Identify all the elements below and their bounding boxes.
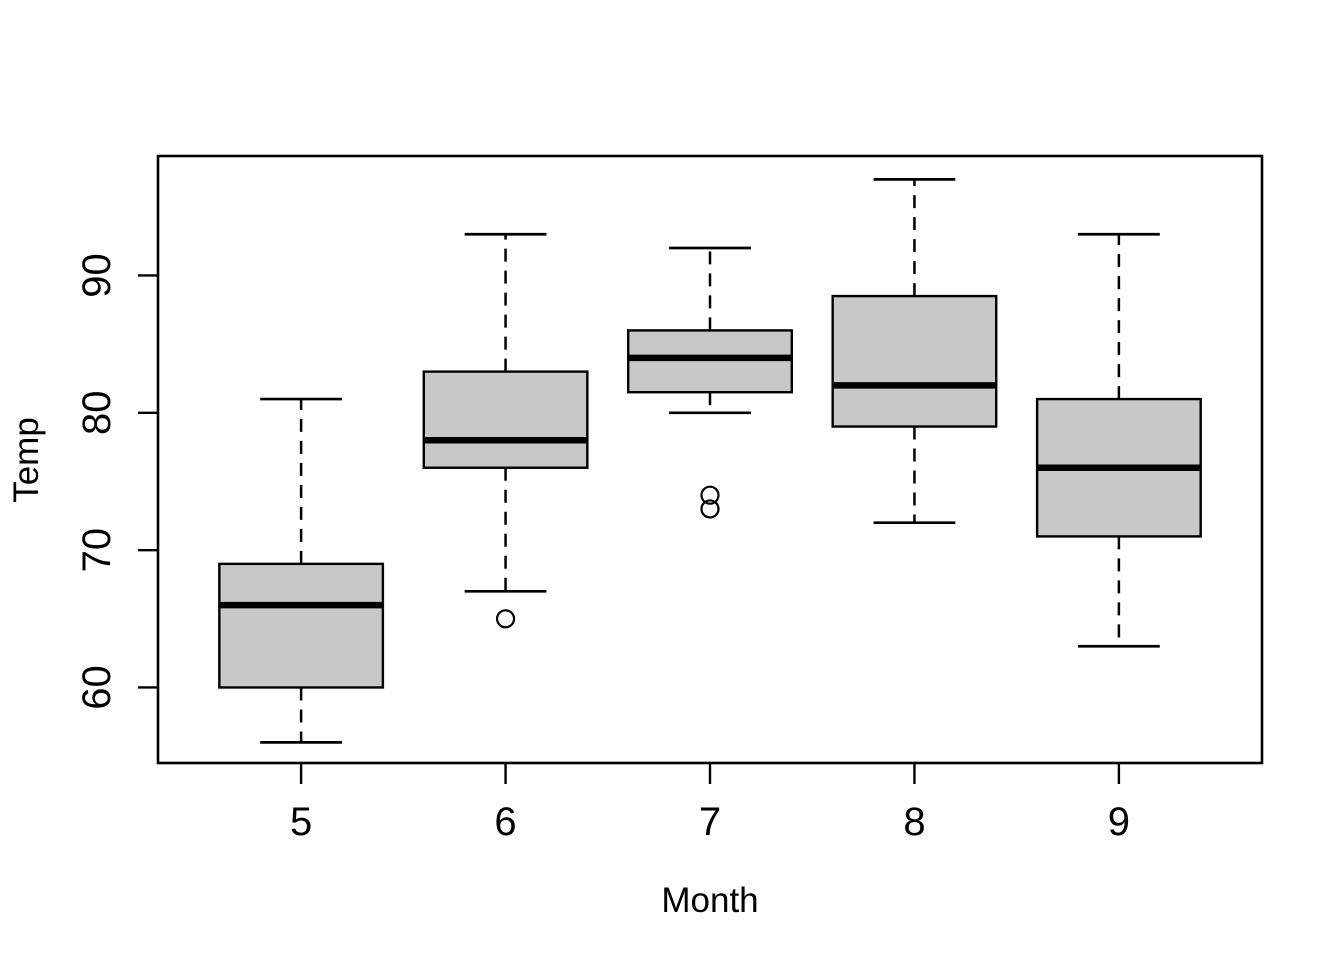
y-tick-label: 60 <box>75 665 119 710</box>
box-month-7 <box>627 329 793 394</box>
x-tick-label: 5 <box>290 800 312 844</box>
y-axis-title: Temp <box>7 417 46 503</box>
y-tick-label: 70 <box>75 528 119 573</box>
box-month-5 <box>218 562 385 689</box>
y-tick-label: 80 <box>75 391 119 436</box>
box-month-6 <box>422 370 589 469</box>
x-axis-title: Month <box>661 881 758 920</box>
chart-layer: 60 70 80 90 5 6 7 8 9 <box>75 154 1264 844</box>
outlier-month-7 <box>700 499 720 519</box>
x-tick-label: 6 <box>494 800 516 844</box>
outlier-month-7 <box>700 485 720 505</box>
x-tick-label: 7 <box>699 800 721 844</box>
x-tick-label: 8 <box>903 800 925 844</box>
outlier-month-6 <box>495 609 516 629</box>
box-month-8 <box>831 294 998 428</box>
x-tick-label: 9 <box>1108 800 1130 844</box>
y-tick-label: 90 <box>75 253 119 298</box>
